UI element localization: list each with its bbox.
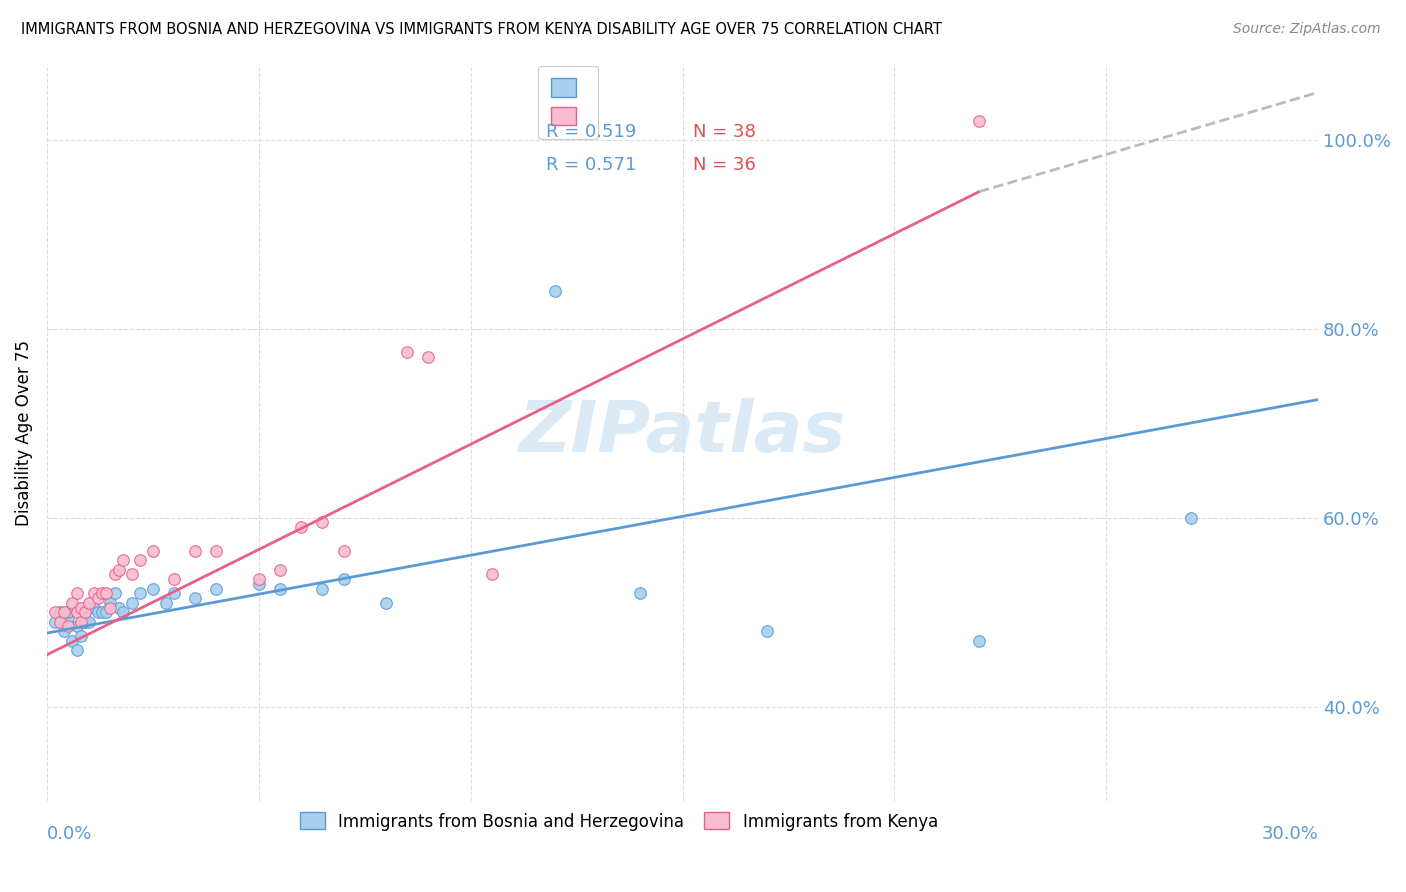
Point	[374, 814, 396, 828]
Point	[65, 619, 87, 633]
Point	[77, 596, 100, 610]
Point	[756, 624, 779, 639]
Point	[69, 629, 91, 643]
Point	[96, 605, 118, 619]
Point	[418, 350, 440, 364]
Point	[184, 591, 207, 606]
Point	[65, 586, 87, 600]
Y-axis label: Disability Age Over 75: Disability Age Over 75	[15, 340, 32, 525]
Point	[1180, 510, 1202, 524]
Point	[163, 572, 186, 586]
Point	[163, 586, 186, 600]
Legend: Immigrants from Bosnia and Herzegovina, Immigrants from Kenya: Immigrants from Bosnia and Herzegovina, …	[294, 805, 945, 838]
Point	[544, 284, 567, 298]
Point	[91, 586, 114, 600]
Point	[60, 633, 83, 648]
Point	[44, 615, 66, 629]
Text: R = 0.519: R = 0.519	[546, 123, 637, 142]
Text: R = 0.571: R = 0.571	[546, 156, 637, 175]
Point	[374, 596, 396, 610]
Point	[96, 586, 118, 600]
Point	[121, 567, 143, 582]
Point	[247, 577, 270, 591]
Point	[332, 572, 354, 586]
Point	[48, 605, 70, 619]
Point	[56, 619, 79, 633]
Point	[83, 600, 105, 615]
Point	[56, 605, 79, 619]
Point	[112, 605, 135, 619]
Point	[967, 633, 990, 648]
Point	[396, 345, 419, 359]
Point	[69, 615, 91, 629]
Point	[290, 520, 312, 534]
Point	[269, 582, 291, 596]
Point	[56, 610, 79, 624]
Point	[48, 615, 70, 629]
Point	[269, 563, 291, 577]
Point	[481, 567, 503, 582]
Point	[77, 600, 100, 615]
Point	[142, 544, 165, 558]
Point	[100, 600, 122, 615]
Point	[69, 605, 91, 619]
Point	[142, 582, 165, 596]
Point	[967, 113, 990, 128]
Point	[104, 567, 127, 582]
Text: ZIPatlas: ZIPatlas	[519, 398, 846, 467]
Text: 30.0%: 30.0%	[1261, 825, 1319, 843]
Point	[83, 586, 105, 600]
Text: N = 36: N = 36	[693, 156, 756, 175]
Point	[628, 586, 651, 600]
Point	[121, 596, 143, 610]
Point	[247, 572, 270, 586]
Text: N = 38: N = 38	[693, 123, 756, 142]
Point	[65, 605, 87, 619]
Text: 0.0%: 0.0%	[46, 825, 93, 843]
Point	[77, 615, 100, 629]
Text: IMMIGRANTS FROM BOSNIA AND HERZEGOVINA VS IMMIGRANTS FROM KENYA DISABILITY AGE O: IMMIGRANTS FROM BOSNIA AND HERZEGOVINA V…	[21, 22, 942, 37]
Point	[52, 624, 75, 639]
Point	[91, 605, 114, 619]
Point	[87, 591, 110, 606]
Point	[108, 563, 131, 577]
Point	[311, 516, 333, 530]
Point	[69, 600, 91, 615]
Point	[332, 544, 354, 558]
Text: Source: ZipAtlas.com: Source: ZipAtlas.com	[1233, 22, 1381, 37]
Point	[87, 605, 110, 619]
Point	[353, 808, 375, 822]
Point	[205, 544, 228, 558]
Point	[112, 553, 135, 567]
Point	[52, 605, 75, 619]
Point	[184, 544, 207, 558]
Point	[205, 582, 228, 596]
Point	[73, 615, 96, 629]
Point	[155, 596, 177, 610]
Point	[44, 605, 66, 619]
Point	[311, 582, 333, 596]
Point	[60, 596, 83, 610]
Point	[129, 586, 152, 600]
Point	[104, 586, 127, 600]
Point	[100, 596, 122, 610]
Point	[65, 643, 87, 657]
Point	[129, 553, 152, 567]
Point	[73, 605, 96, 619]
Point	[108, 600, 131, 615]
